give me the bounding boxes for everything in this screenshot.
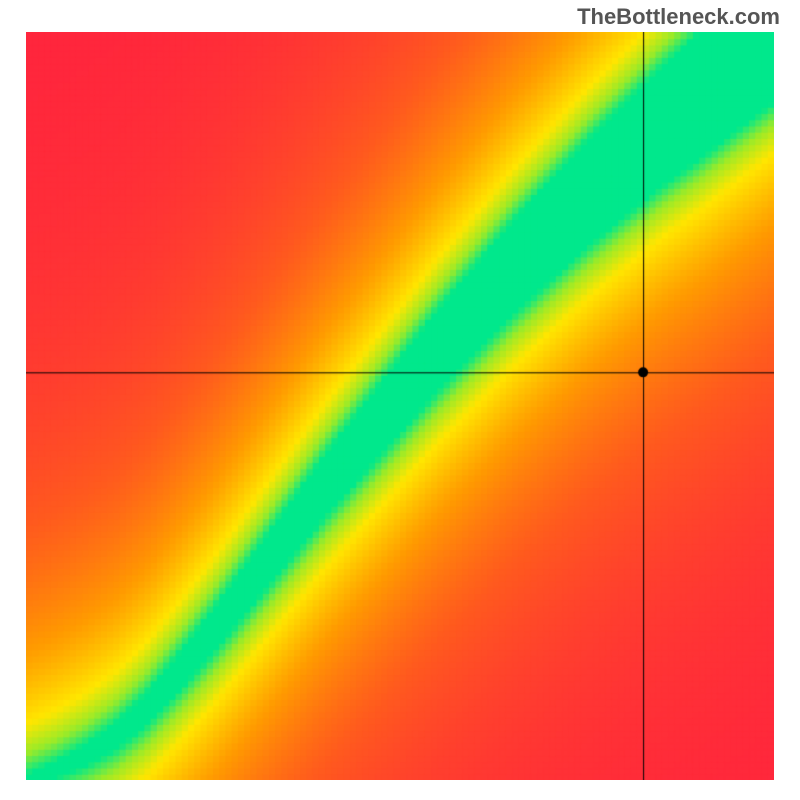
bottleneck-heatmap — [26, 32, 774, 780]
watermark-text: TheBottleneck.com — [577, 4, 780, 30]
chart-container: TheBottleneck.com — [0, 0, 800, 800]
